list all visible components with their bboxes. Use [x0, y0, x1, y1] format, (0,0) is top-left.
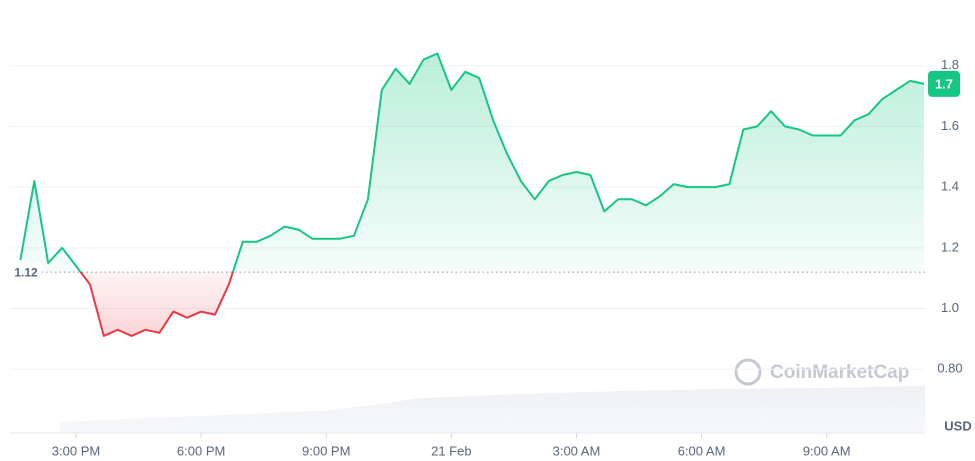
price-area — [20, 53, 924, 336]
y-tick-label: 0.80 — [937, 361, 962, 376]
x-tick-label: 9:00 AM — [803, 443, 851, 458]
baseline-label-bg — [10, 263, 42, 282]
y-tick-label: 1.6 — [941, 118, 959, 133]
y-unit: USD — [944, 418, 971, 433]
price-line — [19, 52, 925, 337]
watermark: CoinMarketCap — [734, 358, 909, 386]
x-tick-label: 6:00 AM — [678, 443, 726, 458]
volume-area — [60, 386, 925, 433]
current-price-label: 1.7 — [935, 76, 953, 91]
y-tick-label: 1.8 — [941, 57, 959, 72]
current-price-badge — [928, 70, 960, 97]
watermark-text: CoinMarketCap — [770, 362, 909, 383]
x-tick-label: 6:00 PM — [177, 443, 225, 458]
x-tick-label: 3:00 PM — [52, 443, 100, 458]
baseline-label: 1.12 — [14, 265, 38, 279]
y-tick-label: 1.4 — [941, 179, 959, 194]
x-tick-label: 9:00 PM — [302, 443, 350, 458]
y-tick-label: 1.0 — [941, 300, 959, 315]
x-tick-label: 21 Feb — [431, 443, 471, 458]
y-tick-label: 1.2 — [941, 239, 959, 254]
x-tick-label: 3:00 AM — [553, 443, 601, 458]
